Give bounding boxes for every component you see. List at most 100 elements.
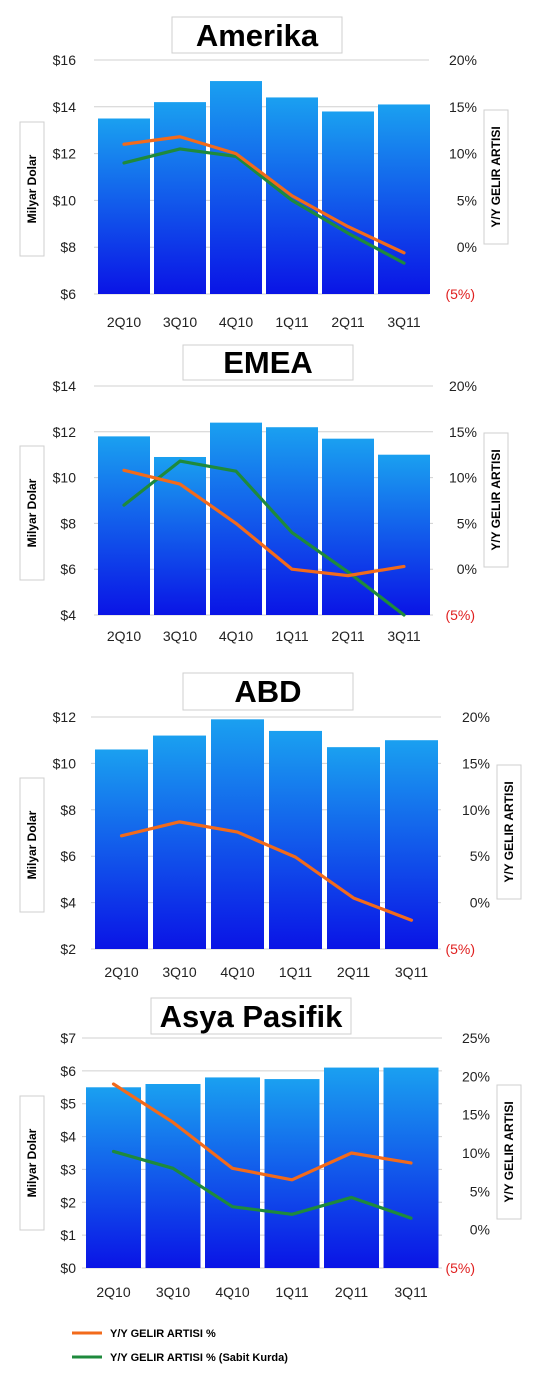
category-label: 3Q10 <box>163 628 197 644</box>
category-label: 4Q10 <box>215 1284 249 1300</box>
y-tick-label: $2 <box>60 941 76 957</box>
y-axis-title: Milyar Dolar <box>25 810 39 879</box>
category-label: 3Q10 <box>156 1284 190 1300</box>
series-line-revenue-growth-cc <box>111 1149 413 1220</box>
bar-3q11 <box>383 1067 439 1268</box>
y2-tick-label: 0% <box>470 1222 490 1238</box>
y-axis-title-box <box>19 121 45 257</box>
y-tick-label: $12 <box>53 424 77 440</box>
y2-axis-title-box <box>483 109 509 245</box>
y-tick-label: $12 <box>53 146 77 162</box>
y-tick-label: $8 <box>60 239 76 255</box>
category-label: 3Q11 <box>395 964 428 980</box>
bar-1q11 <box>266 427 318 615</box>
chart-title-box <box>171 16 343 54</box>
y-tick-label: $4 <box>60 895 76 911</box>
y2-tick-label: 5% <box>470 1183 490 1199</box>
y2-tick-label: 20% <box>449 378 477 394</box>
y-tick-label: $8 <box>60 515 76 531</box>
category-label: 2Q10 <box>107 628 141 644</box>
bar-2q11 <box>324 1067 379 1268</box>
y2-tick-label: 5% <box>470 848 490 864</box>
bar-3q10 <box>153 735 206 949</box>
y-tick-label: $6 <box>60 286 76 302</box>
y-tick-label: $14 <box>53 99 77 115</box>
chart-title: ABD <box>234 674 301 709</box>
y2-axis-title: Y/Y GELIR ARTISI <box>502 781 516 882</box>
category-label: 1Q11 <box>279 964 312 980</box>
chart-title: EMEA <box>223 345 313 380</box>
y2-tick-label: (5%) <box>445 941 475 957</box>
y2-tick-label: 5% <box>457 192 477 208</box>
series-line-revenue-growth <box>122 468 406 578</box>
y-tick-label: $16 <box>53 52 77 68</box>
category-label: 2Q11 <box>331 314 364 330</box>
chart-1: Amerika $6 $8 $10 $12 $14 $16 (5%) 0% 5% 10% 15% 20%… <box>19 16 509 330</box>
y2-tick-label: 5% <box>457 515 477 531</box>
bar-2q10 <box>98 118 150 294</box>
y-axis-title-box <box>19 1095 45 1231</box>
y2-tick-label: 25% <box>462 1030 490 1046</box>
series-line-revenue-growth <box>119 820 414 922</box>
category-label: 1Q11 <box>275 628 308 644</box>
y2-tick-label: (5%) <box>445 1260 475 1276</box>
y-tick-label: $10 <box>53 470 77 486</box>
y-tick-label: $0 <box>60 1260 76 1276</box>
y2-axis-title-box <box>483 432 509 568</box>
chart-title-box <box>182 672 354 711</box>
category-label: 2Q10 <box>104 964 138 980</box>
category-label: 4Q10 <box>220 964 254 980</box>
y-tick-label: $3 <box>60 1161 76 1177</box>
y2-axis-title-box <box>496 1084 522 1220</box>
legend-label-revenue-growth-cc: Y/Y GELIR ARTISI % (Sabit Kurda) <box>110 1352 288 1364</box>
category-label: 2Q11 <box>335 1284 368 1300</box>
y-tick-label: $10 <box>53 192 77 208</box>
y-axis-title-box <box>19 777 45 913</box>
chart-2: EMEA $4 $6 $8 $10 $12 $14 (5%) 0% 5% 10% 15% 20% 2Q10… <box>19 344 509 644</box>
chart-title: Amerika <box>196 18 319 53</box>
series-line-revenue-growth-cc <box>122 459 406 617</box>
category-label: 2Q10 <box>96 1284 130 1300</box>
category-label: 3Q11 <box>394 1284 427 1300</box>
y2-tick-label: 10% <box>449 146 477 162</box>
chart-4: Asya Pasifik $0 $1 $2 $3 $4 $5 $6 $7 (5%) 0% 5% 10% 1… <box>19 997 522 1300</box>
y2-tick-label: 0% <box>470 895 490 911</box>
category-label: 3Q11 <box>387 314 420 330</box>
series-line-revenue-growth <box>111 1082 413 1182</box>
bar-3q11 <box>378 104 430 295</box>
y2-tick-label: 20% <box>449 52 477 68</box>
bar-1q11 <box>269 730 322 949</box>
y-tick-label: $2 <box>60 1194 76 1210</box>
chart-3: ABD $2 $4 $6 $8 $10 $12 (5%) 0% 5% 10% 15% 20% 2Q10 3Q… <box>19 672 522 980</box>
y2-tick-label: 20% <box>462 709 490 725</box>
y-tick-label: $8 <box>60 802 76 818</box>
y2-tick-label: 15% <box>449 99 477 115</box>
y-tick-label: $5 <box>60 1096 76 1112</box>
y-tick-label: $14 <box>53 378 77 394</box>
bar-2q11 <box>322 438 374 615</box>
bar-2q11 <box>322 111 374 294</box>
bar-4q10 <box>210 81 262 294</box>
y-tick-label: $4 <box>60 607 76 623</box>
category-label: 1Q11 <box>275 314 308 330</box>
y2-tick-label: 10% <box>462 802 490 818</box>
category-label: 2Q11 <box>337 964 370 980</box>
y2-tick-label: 0% <box>457 239 477 255</box>
y2-tick-label: 10% <box>449 470 477 486</box>
category-label: 4Q10 <box>219 314 253 330</box>
y2-axis-title: Y/Y GELIR ARTISI <box>489 126 503 227</box>
y2-tick-label: 0% <box>457 561 477 577</box>
category-label: 1Q11 <box>275 1284 308 1300</box>
y-axis-title: Milyar Dolar <box>25 1128 39 1197</box>
category-label: 2Q10 <box>107 314 141 330</box>
category-label: 2Q11 <box>331 628 364 644</box>
y-tick-label: $4 <box>60 1129 76 1145</box>
y-axis-title: Milyar Dolar <box>25 478 39 547</box>
bar-3q10 <box>154 102 206 295</box>
y2-tick-label: 10% <box>462 1145 490 1161</box>
y-tick-label: $10 <box>53 755 77 771</box>
y2-tick-label: 15% <box>462 1107 490 1123</box>
y-tick-label: $12 <box>53 709 77 725</box>
y-axis-title: Milyar Dolar <box>25 154 39 223</box>
